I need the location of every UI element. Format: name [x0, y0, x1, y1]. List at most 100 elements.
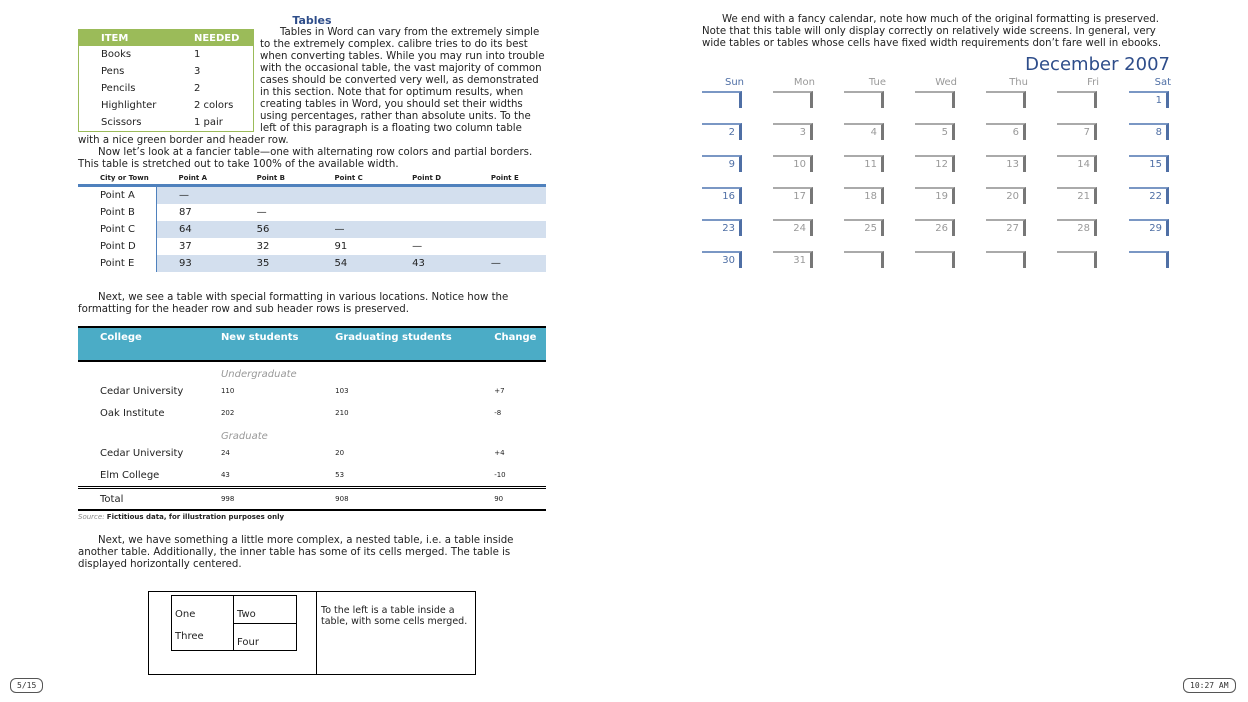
calendar-day: 2 — [702, 123, 742, 140]
table-row: Point A — — [78, 185, 546, 204]
table-row: Point D 37 32 91 — — [78, 238, 546, 255]
table-cell: — — [468, 255, 546, 272]
table-cell: Books — [101, 49, 132, 60]
total-cell: 998 — [198, 486, 314, 511]
table-row: Highlighter 2 colors — [79, 97, 254, 114]
table-cell: 93 — [156, 255, 235, 272]
table-cell — [390, 204, 469, 221]
calendar-day: 3 — [773, 123, 813, 140]
calendar-day: 1 — [1129, 91, 1169, 108]
table-cell: Elm College — [100, 469, 160, 481]
table-row: Pencils 2 — [79, 80, 254, 97]
table-row: Cedar University 24 20 +4 — [78, 442, 546, 464]
calendar-day: 22 — [1129, 187, 1169, 204]
table-cell: -8 — [494, 409, 502, 417]
calendar-day — [702, 91, 742, 108]
calendar-day: 10 — [773, 155, 813, 172]
table-cell: 43 — [390, 255, 469, 272]
column-header: Point A — [156, 171, 235, 187]
calendar-title: December 2007 — [1025, 54, 1170, 75]
spacer — [78, 361, 199, 380]
day-header: Mon — [793, 77, 815, 88]
table-cell: Cedar University — [100, 385, 184, 397]
calendar-day: 19 — [915, 187, 955, 204]
table-cell — [312, 185, 391, 204]
table-cell: Cedar University — [100, 447, 184, 459]
fancy-table-paragraph: Now let’s look at a fancier table—one wi… — [78, 147, 533, 170]
calendar-day: 12 — [915, 155, 955, 172]
calendar-day — [1057, 91, 1097, 108]
table-cell: — — [256, 207, 267, 218]
table-cell: 56 — [234, 221, 313, 238]
table-cell: Point E — [78, 255, 157, 272]
day-header: Sun — [724, 77, 744, 88]
table-row: Cedar University 110 103 +7 — [78, 380, 546, 402]
table-cell: Point A — [78, 185, 157, 204]
column-header: College — [78, 326, 199, 362]
calendar-day — [986, 251, 1026, 268]
special-format-paragraph: Next, we see a table with special format… — [78, 292, 509, 315]
table-cell — [390, 221, 469, 238]
table-cell: 210 — [335, 409, 349, 417]
calendar-day: 28 — [1057, 219, 1097, 236]
table-cell: 24 — [220, 449, 230, 457]
calendar-day — [773, 91, 813, 108]
clock: 10:27 AM — [1183, 678, 1236, 693]
table-cell: Point C — [78, 221, 157, 238]
calendar-day — [844, 91, 884, 108]
right-page: We end with a fancy calendar, note how m… — [702, 14, 1171, 275]
spacer — [78, 424, 199, 442]
table-cell — [468, 221, 546, 238]
calendar-day: 17 — [773, 187, 813, 204]
table-cell: 64 — [156, 221, 235, 238]
inner-table: One Two Three Four — [171, 595, 297, 651]
calendar-day: 11 — [844, 155, 884, 172]
table-cell: +7 — [494, 387, 505, 395]
calendar-day: 4 — [844, 123, 884, 140]
sub-header: Graduate — [220, 431, 268, 442]
calendar-paragraph: We end with a fancy calendar, note how m… — [702, 14, 1162, 49]
distance-table: City or Town Point A Point B Point C Point D… — [78, 171, 546, 272]
calendar-day: 9 — [702, 155, 742, 172]
calendar-day: 24 — [773, 219, 813, 236]
calendar-day: 18 — [844, 187, 884, 204]
table-cell — [313, 204, 391, 221]
table-cell: 110 — [220, 387, 235, 395]
calendar-day — [986, 91, 1026, 108]
calendar-day: 7 — [1057, 123, 1097, 140]
table-cell: — — [156, 185, 235, 204]
table-row: Scissors 1 pair — [79, 114, 254, 132]
intro-paragraph: Tables in Word can vary from the extreme… — [78, 27, 545, 146]
day-header: Tue — [868, 77, 886, 88]
nested-paragraph: Next, we have something a little more co… — [78, 535, 514, 570]
table-cell: 103 — [335, 387, 349, 395]
table-cell: 54 — [312, 255, 391, 272]
table-cell: 91 — [334, 241, 348, 252]
table-cell — [469, 204, 546, 221]
page-indicator: 5/15 — [10, 678, 44, 693]
calendar-day: 31 — [773, 251, 813, 268]
total-cell: 908 — [313, 486, 473, 511]
calendar-day: 29 — [1129, 219, 1169, 236]
table-cell: Pencils — [101, 83, 136, 94]
table-cell: Scissors — [101, 117, 142, 128]
day-header: Sat — [1154, 77, 1171, 88]
total-cell: 90 — [472, 486, 546, 511]
column-header: Point D — [390, 171, 469, 187]
day-header: Fri — [1087, 77, 1099, 88]
day-header: Wed — [935, 77, 957, 88]
section-title: Tables — [292, 14, 332, 27]
column-header: Point C — [312, 171, 391, 187]
calendar-day — [844, 251, 884, 268]
calendar-day: 21 — [1057, 187, 1097, 204]
calendar-day — [915, 91, 955, 108]
table-cell: 2 — [193, 83, 201, 94]
table-cell — [468, 185, 546, 204]
table-cell: -10 — [494, 471, 506, 479]
table-cell: 3 — [193, 66, 201, 77]
table-cell: — — [312, 221, 391, 238]
table-cell: 20 — [335, 449, 345, 457]
calendar-day: 6 — [986, 123, 1026, 140]
calendar-day — [1057, 251, 1097, 268]
table-cell: 53 — [335, 471, 345, 479]
